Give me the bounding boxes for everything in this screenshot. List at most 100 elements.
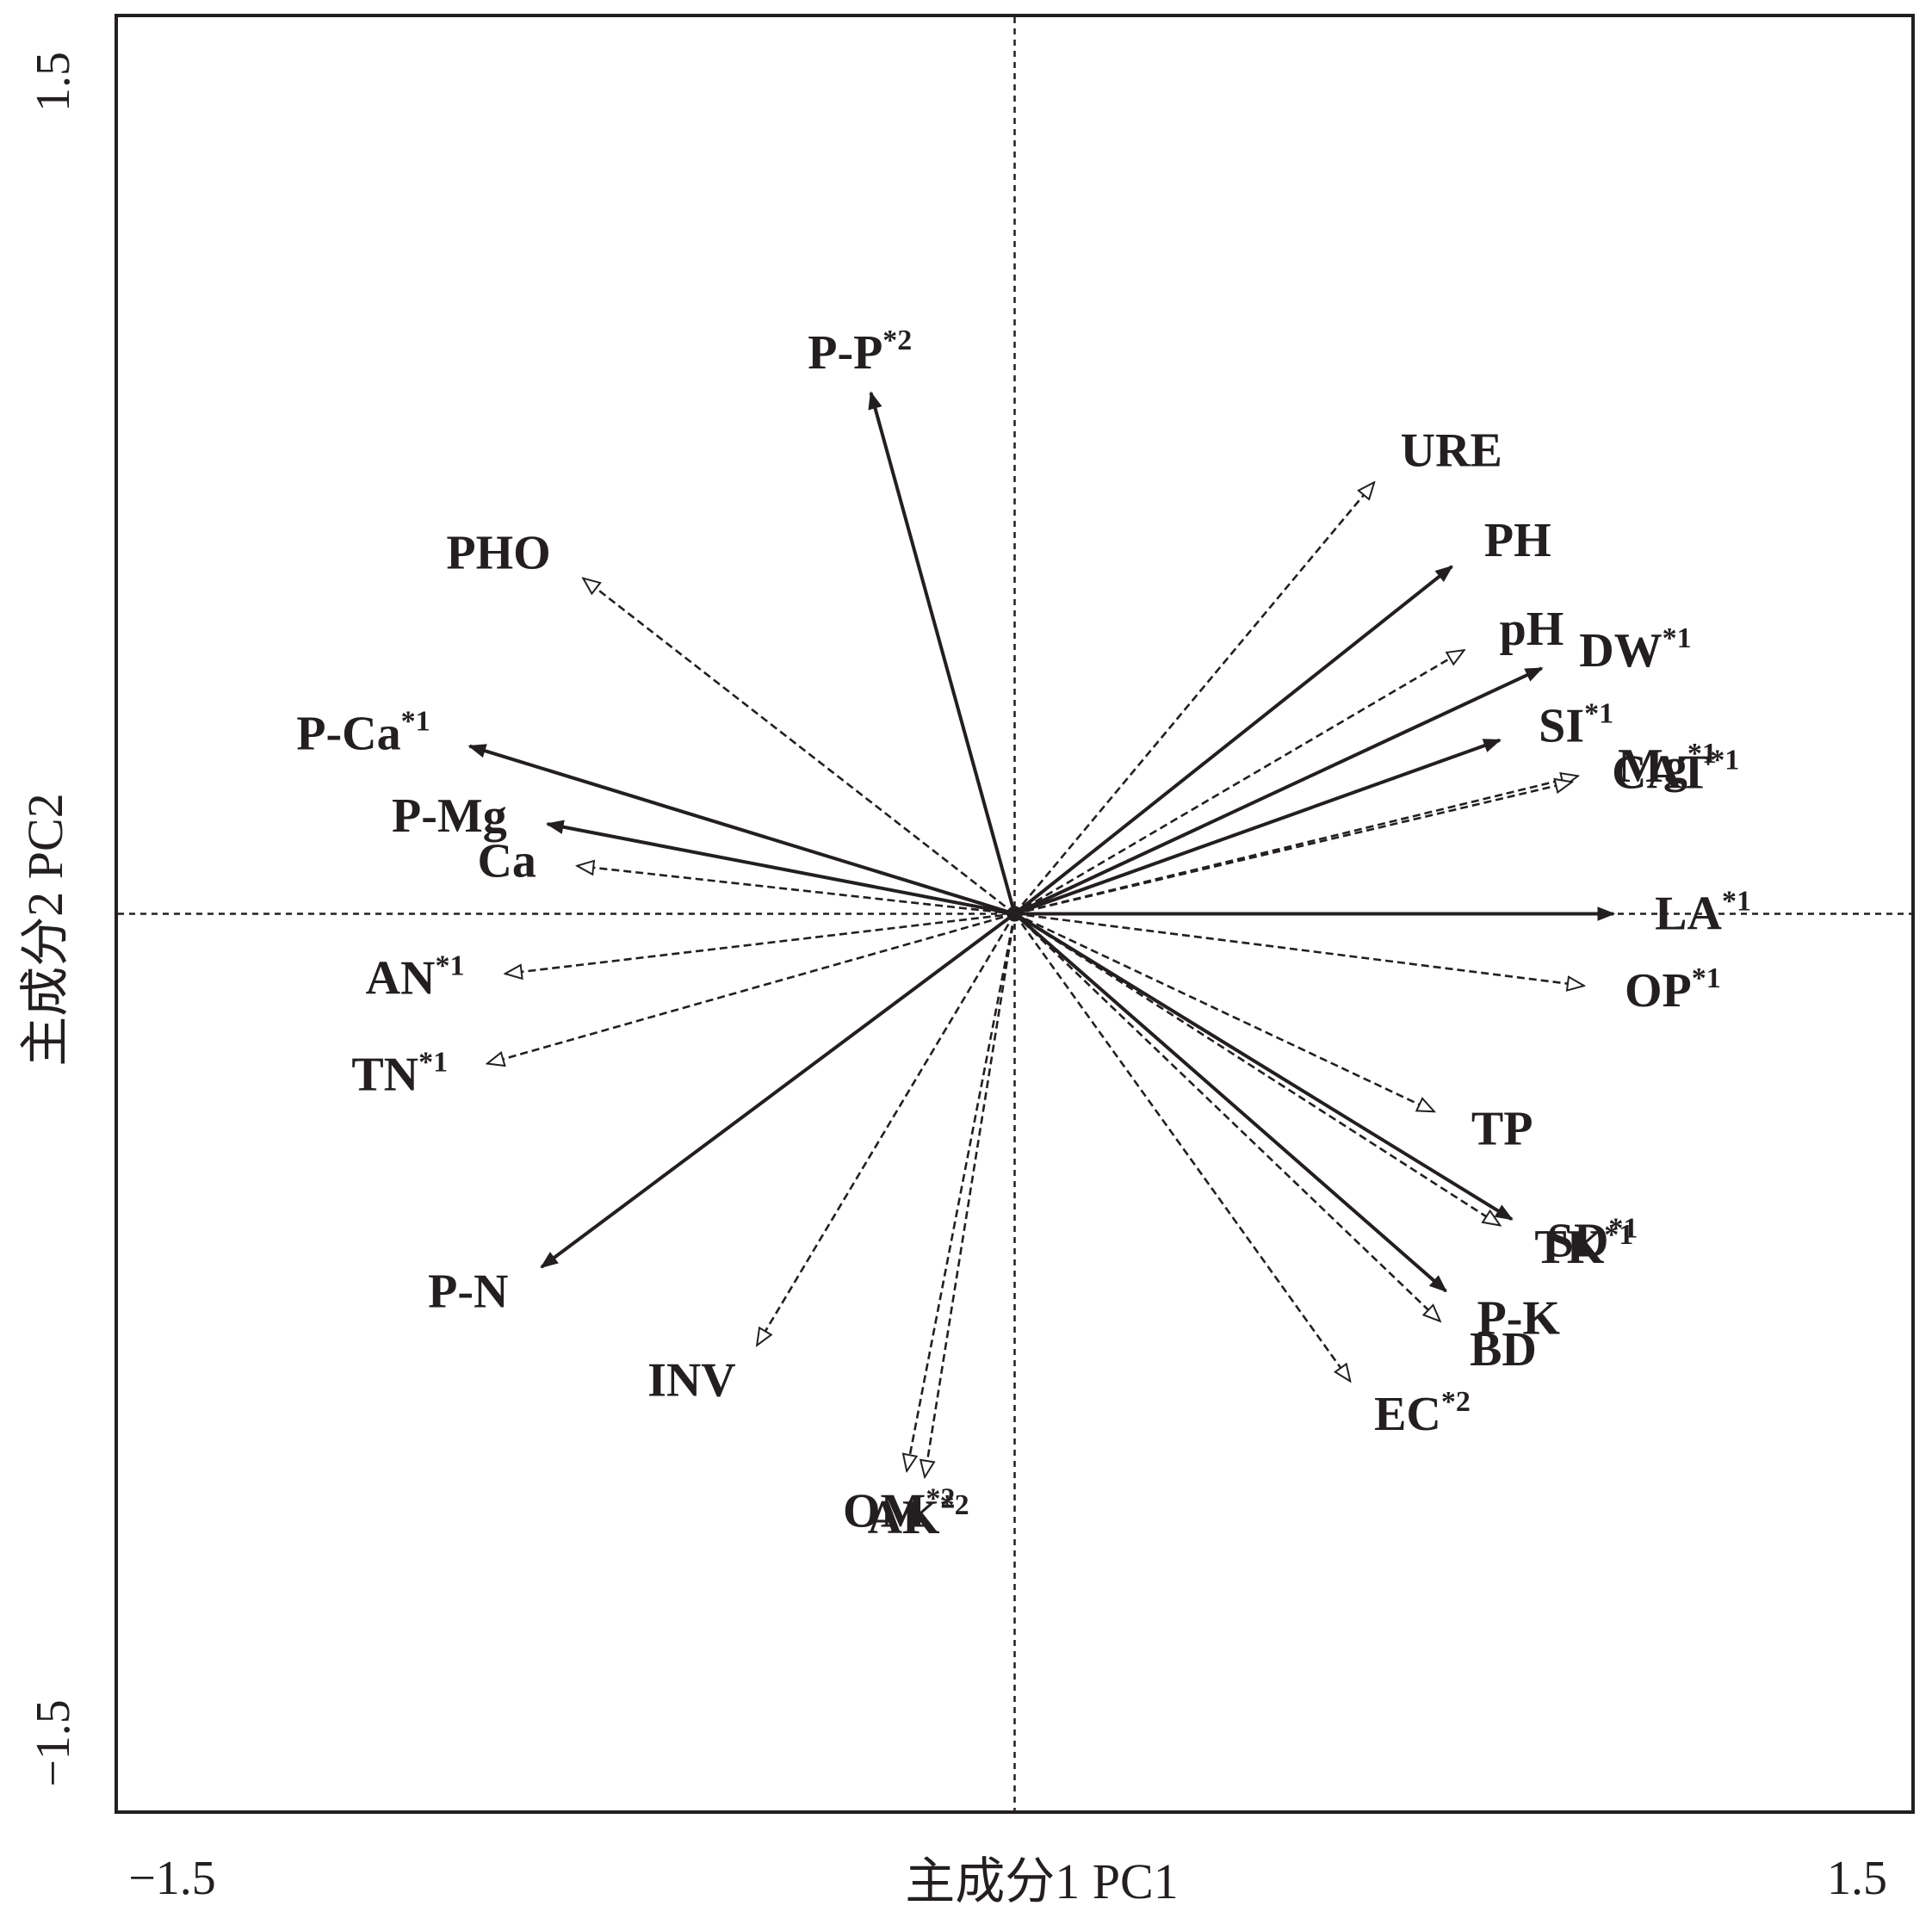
vector-label-p-n: P-N [428,1265,508,1319]
vector-label-text: TN [351,1049,418,1102]
vector-label-tn: TN*1 [351,1047,448,1102]
vector-label-an: AN*1 [366,950,465,1005]
vector-arrow-tk [1013,913,1500,1226]
vector-label-superscript: *1 [418,1047,448,1079]
vector-label-dw: DW*1 [1579,622,1691,677]
vector-arrow-p-mg [545,820,1015,916]
plot-frame [115,14,1915,1814]
vector-arrow-om [907,913,1016,1471]
vector-label-text: SD [1547,1214,1609,1267]
vector-arrow-p-k [1013,912,1447,1293]
vector-arrow-ca [578,866,1015,915]
vector-label-text: P-Mg [392,789,507,843]
vector-arrow-si [1013,738,1502,916]
vector-label-la: LA*1 [1655,886,1751,941]
vector-label-text: Mg [1618,739,1687,793]
vector-arrow-bd [1013,913,1440,1321]
vector-label-superscript: *1 [1687,738,1717,770]
vector-arrow-ec [1013,913,1351,1382]
vector-label-ca: Ca [477,835,536,888]
vector-label-text: AN [366,952,436,1005]
vector-arrow-ak [925,913,1016,1477]
vector-label-superscript: *1 [1722,886,1751,918]
vector-label-text: CAT [1612,746,1710,799]
vector-label-p-ca: P-Ca*1 [296,706,430,761]
vector-label-text: P-Ca [296,708,400,761]
vector-label-text: OP [1625,964,1692,1018]
vector-arrow-ure [1013,483,1374,915]
vector-label-superscript: *1 [401,706,430,738]
vector-arrow-tn [487,913,1015,1064]
vector-label-om: OM*2 [843,1483,955,1538]
x-tick-label-max: 1.5 [1827,1852,1887,1905]
vector-label-text: URE [1401,424,1502,478]
vector-label-mg: Mg*1 [1618,738,1717,793]
vector-arrow-sd [1013,912,1514,1221]
vector-label-text: BD [1470,1323,1537,1377]
vector-label-superscript: *1 [1608,1212,1638,1244]
vector-label-superscript: *2 [882,325,912,356]
vector-label-ph: PH [1484,514,1551,567]
vector-label-superscript: *1 [436,950,465,982]
vector-label-tk: TK*1 [1534,1219,1633,1274]
vector-label-p-p: P-P*2 [808,325,912,380]
vector-label-text: SI [1539,700,1584,753]
vector-label-superscript: *1 [1663,622,1692,654]
vector-label-text: PHO [446,526,550,579]
vector-label-superscript: *1 [1710,744,1739,776]
vector-arrow-pho [584,578,1016,915]
vector-label-text: DW [1579,624,1662,677]
vector-arrow-inv [757,913,1016,1346]
vector-label-si: SI*1 [1539,698,1613,753]
vector-label-op: OP*1 [1625,962,1721,1018]
vector-label-cat: CAT*1 [1612,744,1739,799]
vector-label-superscript: *1 [1604,1219,1633,1251]
vector-arrow-an [505,913,1015,974]
vector-arrow-p-p [868,391,1017,915]
vector-arrow-tp [1013,913,1434,1112]
vector-arrow-dw [1013,666,1544,916]
y-tick-label-min: −1.5 [27,1699,80,1787]
vector-label-text: TK [1534,1221,1604,1274]
vector-label-text: PH [1484,514,1551,567]
y-tick-label-max: 1.5 [27,52,80,112]
vector-label-superscript: *2 [940,1489,969,1521]
vector-label-bd: BD [1470,1323,1537,1377]
vector-label-ec: EC*2 [1374,1386,1471,1441]
vector-arrow-p-ca [468,744,1016,916]
vector-label-superscript: *1 [1692,962,1721,994]
vector-label-ph: pH [1500,603,1564,656]
vector-label-text: pH [1500,603,1564,656]
vector-label-text: LA [1655,888,1722,941]
vector-arrow-op [1014,913,1584,986]
vector-label-text: P-K [1477,1291,1561,1345]
vector-label-text: Ca [477,835,536,888]
vector-label-sd: SD*1 [1547,1212,1638,1267]
vector-label-superscript: *1 [1584,698,1613,730]
vector-label-superscript: *2 [926,1483,955,1515]
vector-label-text: OM [843,1485,926,1538]
vector-arrow-p-n [540,912,1016,1269]
vector-label-ure: URE [1401,424,1502,478]
origin-point [1006,906,1023,922]
vector-label-text: P-P [808,326,882,380]
vector-label-text: EC [1374,1388,1441,1441]
vectors-layer [468,391,1616,1477]
vector-label-pho: PHO [446,526,550,579]
vector-label-p-mg: P-Mg [392,789,507,843]
vector-label-ak: AK*2 [868,1489,969,1544]
vector-label-tp: TP [1471,1103,1533,1156]
vector-label-text: INV [647,1354,736,1408]
vector-arrow-ph [1013,650,1464,915]
vector-arrow-ph [1013,565,1453,916]
x-axis-label: 主成分1 PC1 [905,1853,1178,1909]
y-axis-label: 主成分2 PC2 [17,793,73,1066]
vector-label-p-k: P-K [1477,1291,1561,1345]
vector-label-inv: INV [647,1354,736,1408]
vector-label-superscript: *2 [1441,1386,1471,1418]
vector-label-text: TP [1471,1103,1533,1156]
vector-arrow-cat [1014,782,1572,915]
x-tick-label-min: −1.5 [128,1852,216,1905]
